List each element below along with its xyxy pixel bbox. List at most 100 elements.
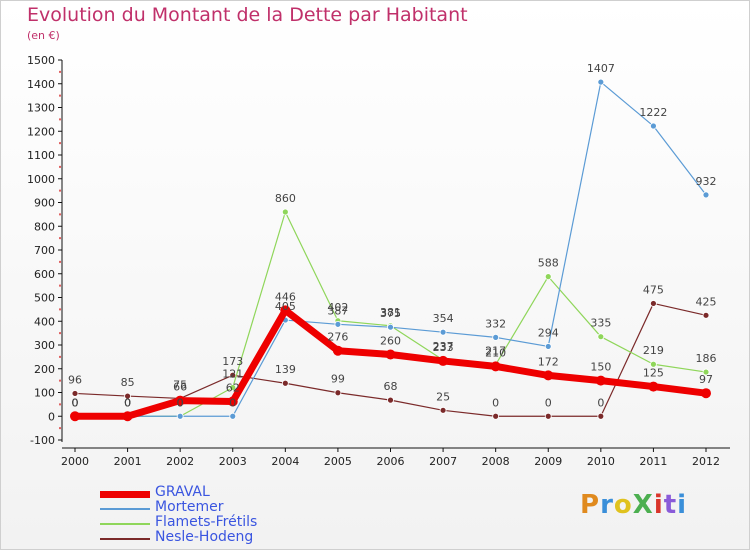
- data-point: [334, 320, 342, 328]
- y-tick-label: 800: [34, 220, 55, 233]
- data-label: 210: [485, 346, 506, 359]
- data-label: 97: [699, 373, 713, 386]
- x-tick-label: 2012: [692, 455, 720, 468]
- data-point: [332, 345, 343, 356]
- data-label: 150: [590, 361, 611, 374]
- y-minor-tick: [59, 403, 61, 406]
- data-point: [70, 411, 80, 422]
- data-point: [597, 78, 605, 86]
- data-label: 381: [380, 306, 401, 319]
- y-minor-tick: [59, 142, 61, 145]
- data-point: [438, 355, 449, 366]
- data-label: 0: [124, 396, 131, 409]
- y-minor-tick: [59, 379, 61, 382]
- y-minor-tick: [59, 308, 61, 311]
- x-tick-label: 2010: [587, 455, 615, 468]
- data-point: [490, 361, 501, 372]
- data-point: [122, 411, 133, 422]
- y-tick-label: 1100: [27, 149, 55, 162]
- data-label: 217: [485, 345, 506, 358]
- data-point: [648, 381, 659, 392]
- data-point: [650, 360, 657, 368]
- data-label: 446: [275, 290, 296, 303]
- data-point: [175, 395, 186, 406]
- chart-series: [70, 78, 711, 422]
- y-tick-label: 1400: [27, 78, 55, 91]
- data-point: [597, 333, 605, 341]
- chart-title: Evolution du Montant de la Dette par Hab…: [27, 4, 468, 26]
- y-minor-tick: [59, 260, 61, 263]
- legend-swatch: [100, 508, 150, 510]
- x-tick-label: 2003: [219, 455, 247, 468]
- data-label: 121: [222, 368, 243, 381]
- data-label: 0: [597, 396, 604, 409]
- data-label: 475: [643, 283, 664, 296]
- data-point: [701, 388, 711, 399]
- data-label: 425: [696, 295, 717, 308]
- y-minor-tick: [59, 70, 61, 73]
- data-label: 66: [173, 381, 187, 394]
- data-label: 125: [643, 367, 664, 380]
- logo-letter: X: [632, 490, 654, 520]
- data-point: [387, 396, 394, 404]
- y-tick-label: 300: [34, 339, 55, 352]
- data-label: 260: [380, 335, 401, 348]
- data-label: 173: [222, 355, 243, 368]
- data-label: 0: [492, 396, 499, 409]
- y-minor-tick: [59, 427, 61, 430]
- y-tick-label: 0: [48, 410, 55, 423]
- data-point: [702, 191, 710, 199]
- data-point: [439, 406, 447, 414]
- x-tick-label: 2000: [61, 455, 89, 468]
- logo-letter: P: [580, 490, 601, 520]
- x-tick-label: 2008: [482, 455, 510, 468]
- proxiti-logo: ProXiti: [580, 490, 687, 520]
- data-label: 588: [538, 257, 559, 270]
- data-label: 0: [177, 396, 184, 409]
- data-point: [280, 305, 291, 316]
- data-label: 68: [384, 380, 398, 393]
- data-point: [544, 343, 552, 350]
- data-label: 0: [545, 396, 552, 409]
- x-tick-label: 2006: [377, 455, 405, 468]
- x-tick-label: 2004: [271, 455, 299, 468]
- data-point: [229, 384, 237, 391]
- data-point: [176, 412, 184, 420]
- data-point: [124, 392, 131, 400]
- y-tick-label: 500: [34, 292, 55, 305]
- y-minor-tick: [59, 332, 61, 335]
- logo-letter: o: [613, 490, 633, 520]
- y-tick-label: 1500: [27, 54, 55, 67]
- logo-letter: i: [653, 490, 664, 520]
- data-label: 335: [590, 317, 611, 330]
- data-point: [544, 273, 552, 281]
- data-label: 276: [327, 331, 348, 344]
- y-tick-label: 1200: [27, 125, 55, 138]
- chart-axes: -100010020030040050060070080090010001100…: [27, 54, 730, 468]
- data-label: 0: [72, 396, 79, 409]
- data-label: 354: [433, 312, 454, 325]
- data-label: 0: [72, 396, 79, 409]
- data-label: 99: [331, 373, 345, 386]
- data-point: [492, 333, 500, 341]
- data-point: [650, 122, 657, 130]
- data-point: [229, 371, 237, 379]
- y-minor-tick: [59, 237, 61, 240]
- data-point: [543, 370, 554, 381]
- data-point: [492, 412, 500, 420]
- y-tick-label: 700: [34, 244, 55, 257]
- data-label: 332: [485, 317, 506, 330]
- data-label: 85: [121, 376, 135, 389]
- logo-letter: i: [677, 490, 688, 520]
- data-point: [334, 389, 342, 397]
- data-point: [597, 412, 605, 420]
- data-label: 860: [275, 192, 296, 205]
- x-tick-label: 2005: [324, 455, 352, 468]
- y-minor-tick: [59, 94, 61, 97]
- data-label: 0: [124, 396, 131, 409]
- chart-unit-label: (en €): [27, 29, 60, 42]
- legend-swatch: [100, 538, 150, 540]
